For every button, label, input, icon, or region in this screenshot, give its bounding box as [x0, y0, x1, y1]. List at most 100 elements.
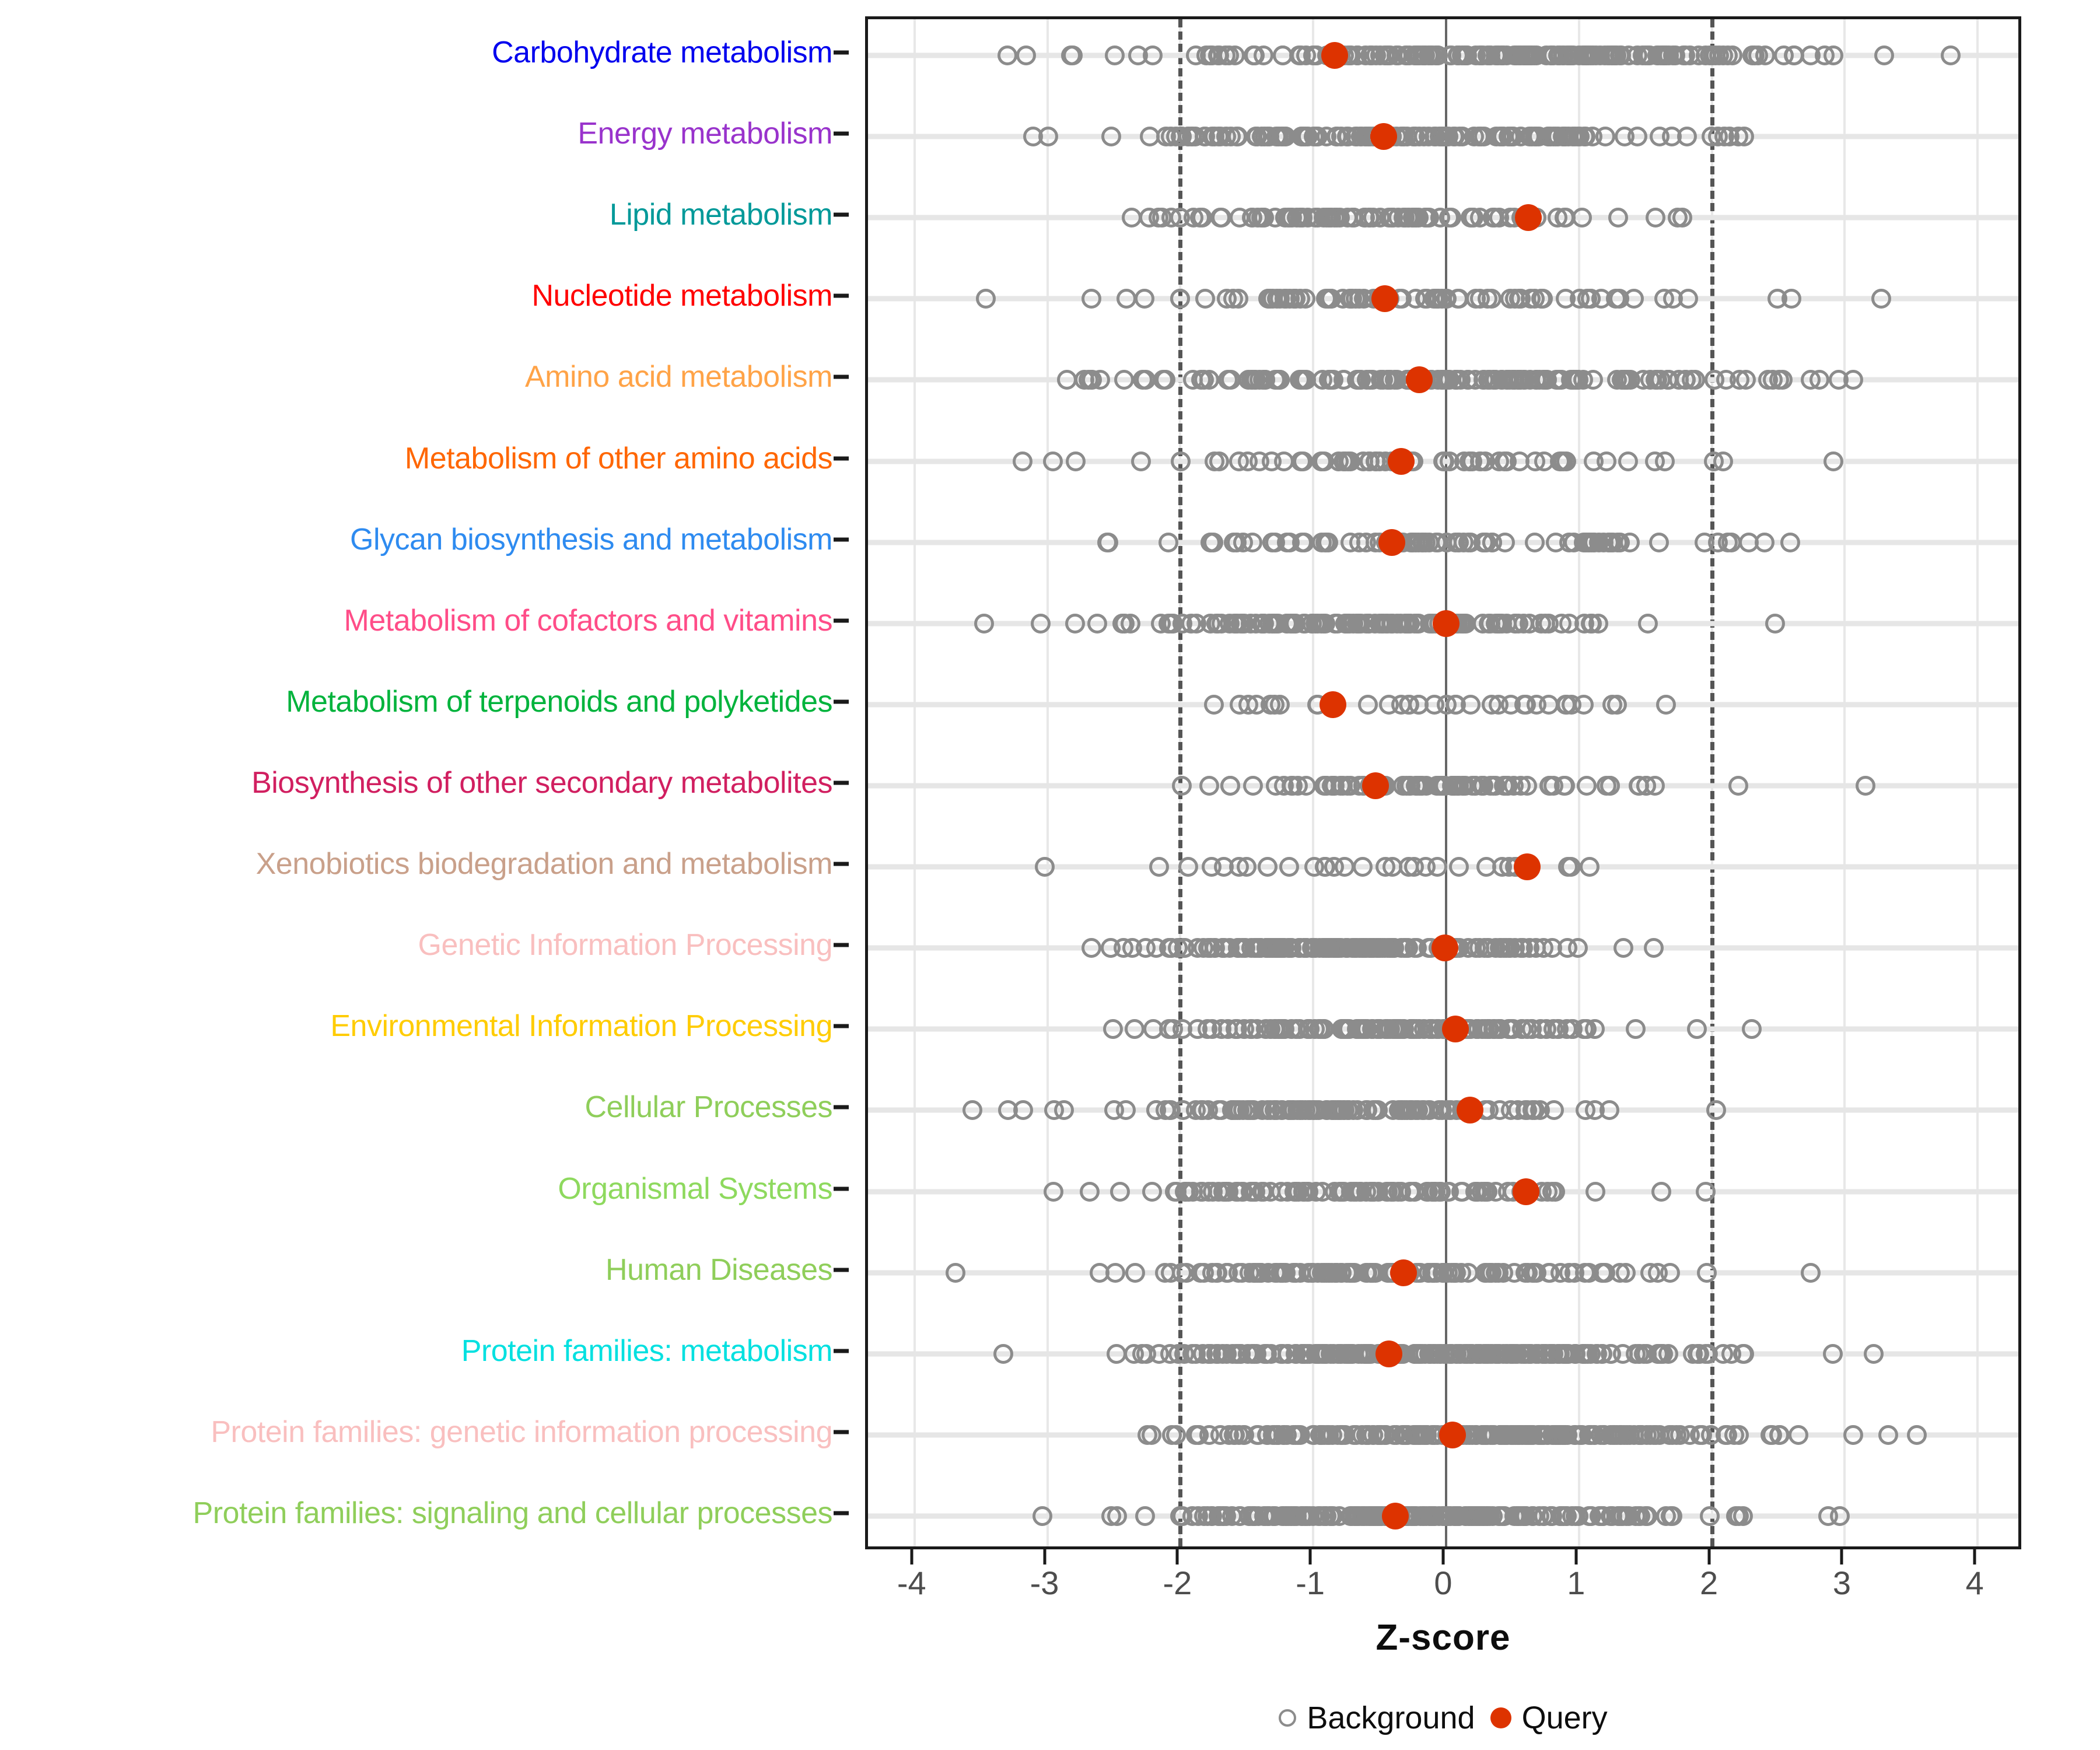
- query-point[interactable]: [1431, 935, 1458, 962]
- query-point[interactable]: [1320, 691, 1347, 718]
- gridline-x--3: [1046, 19, 1049, 1546]
- reference-line-2: [1710, 19, 1714, 1546]
- query-point[interactable]: [1382, 1503, 1409, 1530]
- background-point: [1553, 1424, 1574, 1445]
- background-point: [1755, 46, 1775, 65]
- background-point: [1586, 1181, 1606, 1202]
- query-point[interactable]: [1515, 204, 1542, 232]
- background-point: [1463, 208, 1483, 228]
- background-point: [1358, 694, 1378, 715]
- query-point[interactable]: [1387, 447, 1415, 475]
- query-point[interactable]: [1362, 772, 1390, 799]
- query-point[interactable]: [1441, 1016, 1469, 1043]
- legend-item-query: Query: [1490, 1702, 1608, 1734]
- background-point: [1556, 1343, 1576, 1364]
- y-axis-label: Organismal Systems: [558, 1171, 832, 1206]
- background-point: [1135, 370, 1156, 390]
- background-point: [1161, 1424, 1182, 1445]
- background-point: [1296, 46, 1316, 65]
- y-axis-label: Carbohydrate metabolism: [492, 36, 832, 69]
- background-point: [1114, 370, 1134, 390]
- background-point: [1557, 1019, 1577, 1040]
- background-point: [1436, 289, 1457, 309]
- query-point[interactable]: [1376, 1340, 1403, 1367]
- background-point: [1204, 694, 1224, 715]
- background-point: [1158, 532, 1179, 552]
- x-axis-tick: [910, 1549, 914, 1564]
- y-axis-label: Protein families: signaling and cellular…: [192, 1496, 833, 1530]
- query-point[interactable]: [1513, 853, 1541, 881]
- background-point: [1140, 127, 1160, 147]
- background-point: [1172, 613, 1193, 634]
- background-point: [1662, 1424, 1682, 1445]
- background-point: [1434, 776, 1455, 796]
- query-point[interactable]: [1378, 528, 1405, 556]
- query-point[interactable]: [1390, 1259, 1418, 1286]
- query-point[interactable]: [1371, 285, 1399, 313]
- query-point[interactable]: [1406, 366, 1433, 394]
- background-point: [1043, 1181, 1063, 1202]
- background-point: [1516, 1262, 1536, 1283]
- background-point: [1171, 451, 1191, 471]
- background-point: [1227, 1100, 1248, 1121]
- background-point: [1574, 1343, 1594, 1364]
- background-point: [1063, 46, 1083, 65]
- background-point: [1430, 208, 1450, 228]
- y-axis-tick: [834, 1186, 849, 1191]
- background-point: [1194, 1506, 1214, 1526]
- legend: Background Query: [865, 1692, 2021, 1744]
- background-point: [1420, 1019, 1440, 1040]
- background-point: [1016, 46, 1037, 65]
- background-point: [1906, 1424, 1927, 1445]
- query-point[interactable]: [1439, 1421, 1466, 1448]
- background-point: [1595, 127, 1616, 147]
- background-point: [1456, 46, 1476, 65]
- background-point: [1728, 776, 1749, 796]
- background-point: [1285, 289, 1306, 309]
- background-point: [1242, 776, 1263, 796]
- background-point: [1220, 776, 1241, 796]
- background-point: [1475, 1343, 1496, 1364]
- background-point: [1471, 776, 1492, 796]
- background-point: [1627, 127, 1647, 147]
- background-point: [1656, 694, 1676, 715]
- background-point: [1619, 532, 1640, 552]
- background-point: [1122, 208, 1142, 228]
- background-point: [1555, 776, 1575, 796]
- background-point: [1593, 1262, 1614, 1283]
- query-point[interactable]: [1512, 1178, 1539, 1205]
- x-axis-tick-label: 0: [1434, 1564, 1452, 1601]
- background-point: [1013, 451, 1033, 471]
- background-point: [1368, 1181, 1389, 1202]
- background-point: [1318, 289, 1339, 309]
- background-point: [1228, 127, 1248, 147]
- query-point[interactable]: [1433, 610, 1460, 637]
- query-point[interactable]: [1321, 42, 1348, 69]
- background-point: [1704, 370, 1725, 390]
- background-point: [1201, 857, 1222, 877]
- y-axis-tick: [834, 1430, 849, 1434]
- x-axis-tick: [1043, 1549, 1046, 1564]
- background-point: [1262, 613, 1282, 634]
- query-point[interactable]: [1457, 1097, 1483, 1124]
- background-point: [1878, 1424, 1899, 1445]
- query-point[interactable]: [1370, 123, 1397, 150]
- y-axis-label: Metabolism of cofactors and vitamins: [344, 603, 833, 638]
- background-point: [1636, 776, 1656, 796]
- background-point: [1290, 370, 1310, 390]
- background-point: [1223, 289, 1243, 309]
- background-point: [1206, 613, 1227, 634]
- background-point: [1614, 938, 1634, 958]
- background-point: [1650, 370, 1671, 390]
- background-point: [1279, 857, 1299, 877]
- background-point: [962, 1100, 982, 1121]
- background-point: [1178, 127, 1198, 147]
- background-point: [1488, 613, 1508, 634]
- background-point: [1426, 532, 1447, 552]
- background-point: [1178, 857, 1199, 877]
- background-point: [1230, 694, 1250, 715]
- background-point: [1533, 938, 1553, 958]
- background-point: [1265, 1019, 1286, 1040]
- background-point: [1270, 1343, 1291, 1364]
- y-axis-tick: [834, 131, 849, 136]
